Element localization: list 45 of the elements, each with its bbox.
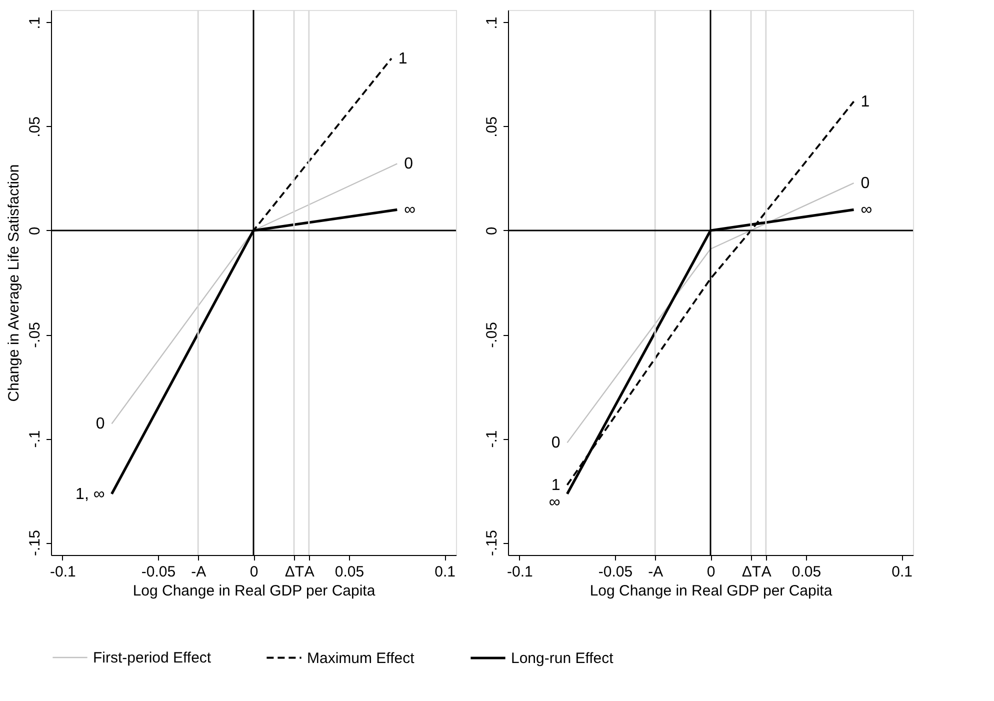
y-tick-label: .1 — [26, 16, 44, 30]
x-axis-title: Log Change in Real GDP per Capita — [132, 582, 376, 600]
annotation: 0 — [404, 156, 414, 173]
y-tick-label: .1 — [484, 16, 500, 30]
annotation: 0 — [860, 175, 870, 192]
y-tick-label: .05 — [484, 116, 500, 138]
annotation: 1 — [860, 94, 870, 111]
y-tick-label: -.15 — [26, 530, 44, 556]
x-tick-label: 0 — [250, 564, 258, 580]
x-tick-label: -A — [648, 564, 664, 580]
annotation: 0 — [551, 434, 560, 452]
annotation: ∞ — [404, 202, 416, 219]
x-tick-label: ΔT — [284, 564, 304, 580]
x-tick-label: A — [304, 564, 314, 580]
x-tick-label: A — [761, 564, 772, 580]
y-tick-label: 0 — [26, 226, 44, 236]
y-tick-label: -.05 — [26, 322, 44, 348]
x-tick-label: -A — [191, 564, 206, 580]
y-axis-title: Change in Average Life Satisfaction — [6, 164, 22, 402]
x-tick-label: 0.1 — [434, 564, 456, 580]
legend-label: First-period Effect — [93, 650, 212, 666]
x-tick-label: -0.05 — [141, 564, 176, 580]
x-tick-label: 0.05 — [792, 564, 822, 580]
x-tick-label: 0.1 — [892, 564, 912, 580]
annotation: 1 — [398, 50, 408, 68]
x-tick-label: 0 — [706, 564, 716, 580]
y-tick-label: -.1 — [26, 430, 44, 448]
y-tick-label: -.05 — [484, 322, 500, 348]
annotation: 1 — [551, 476, 560, 494]
x-tick-label: -0.05 — [598, 564, 633, 580]
x-tick-label: -0.1 — [507, 564, 533, 580]
x-tick-label: 0.05 — [334, 564, 364, 580]
legend-label: Maximum Effect — [307, 650, 416, 667]
y-tick-label: -.1 — [484, 430, 500, 448]
y-tick-label: 0 — [484, 226, 500, 236]
legend-label: Long-run Effect — [511, 650, 614, 667]
annotation: 1, ∞ — [76, 486, 105, 503]
x-tick-label: ΔT — [742, 564, 762, 580]
annotation: 0 — [96, 416, 105, 433]
x-axis-title: Log Change in Real GDP per Capita — [590, 582, 833, 600]
x-tick-label: -0.1 — [50, 564, 76, 580]
y-tick-label: -.15 — [484, 530, 500, 556]
y-tick-label: .05 — [26, 116, 44, 138]
annotation: ∞ — [860, 202, 872, 219]
annotation: ∞ — [548, 494, 560, 511]
